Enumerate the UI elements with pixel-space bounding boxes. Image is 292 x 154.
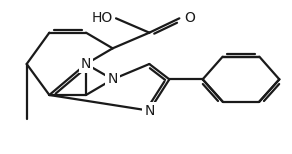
Text: N: N [81,57,91,71]
Text: O: O [184,11,195,25]
Text: N: N [107,72,118,86]
Text: N: N [144,104,154,118]
Text: HO: HO [91,11,113,25]
